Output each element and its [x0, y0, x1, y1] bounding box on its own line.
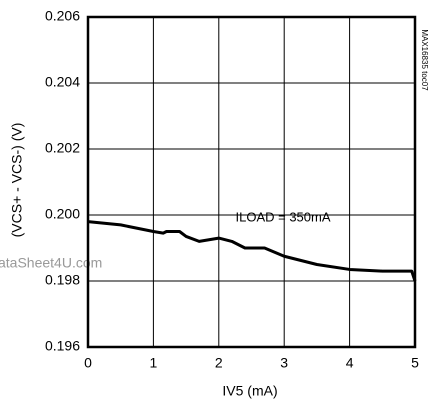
y-tick-label: 0.206	[45, 8, 80, 24]
y-tick-label: 0.198	[45, 272, 80, 288]
y-tick-label: 0.202	[45, 140, 80, 156]
x-tick-label: 0	[84, 355, 92, 371]
figure-code: MAX16835 toc07	[420, 29, 429, 91]
x-tick-label: 2	[215, 355, 223, 371]
x-axis-label: IV5 (mA)	[222, 383, 277, 399]
y-tick-label: 0.196	[45, 338, 80, 354]
annotation: ILOAD = 350mA	[235, 209, 330, 224]
watermark: ataSheet4U.com	[0, 255, 102, 271]
data-line	[87, 220, 417, 282]
x-tick-label: 4	[346, 355, 354, 371]
plot-frame	[86, 15, 417, 349]
x-tick-label: 3	[280, 355, 288, 371]
y-axis-label: (VCS+ - VCS-) (V)	[9, 123, 25, 238]
x-tick-label: 1	[150, 355, 158, 371]
y-tick-label: 0.204	[45, 74, 80, 90]
y-tick-label: 0.200	[45, 206, 80, 222]
x-tick-label: 5	[411, 355, 419, 371]
